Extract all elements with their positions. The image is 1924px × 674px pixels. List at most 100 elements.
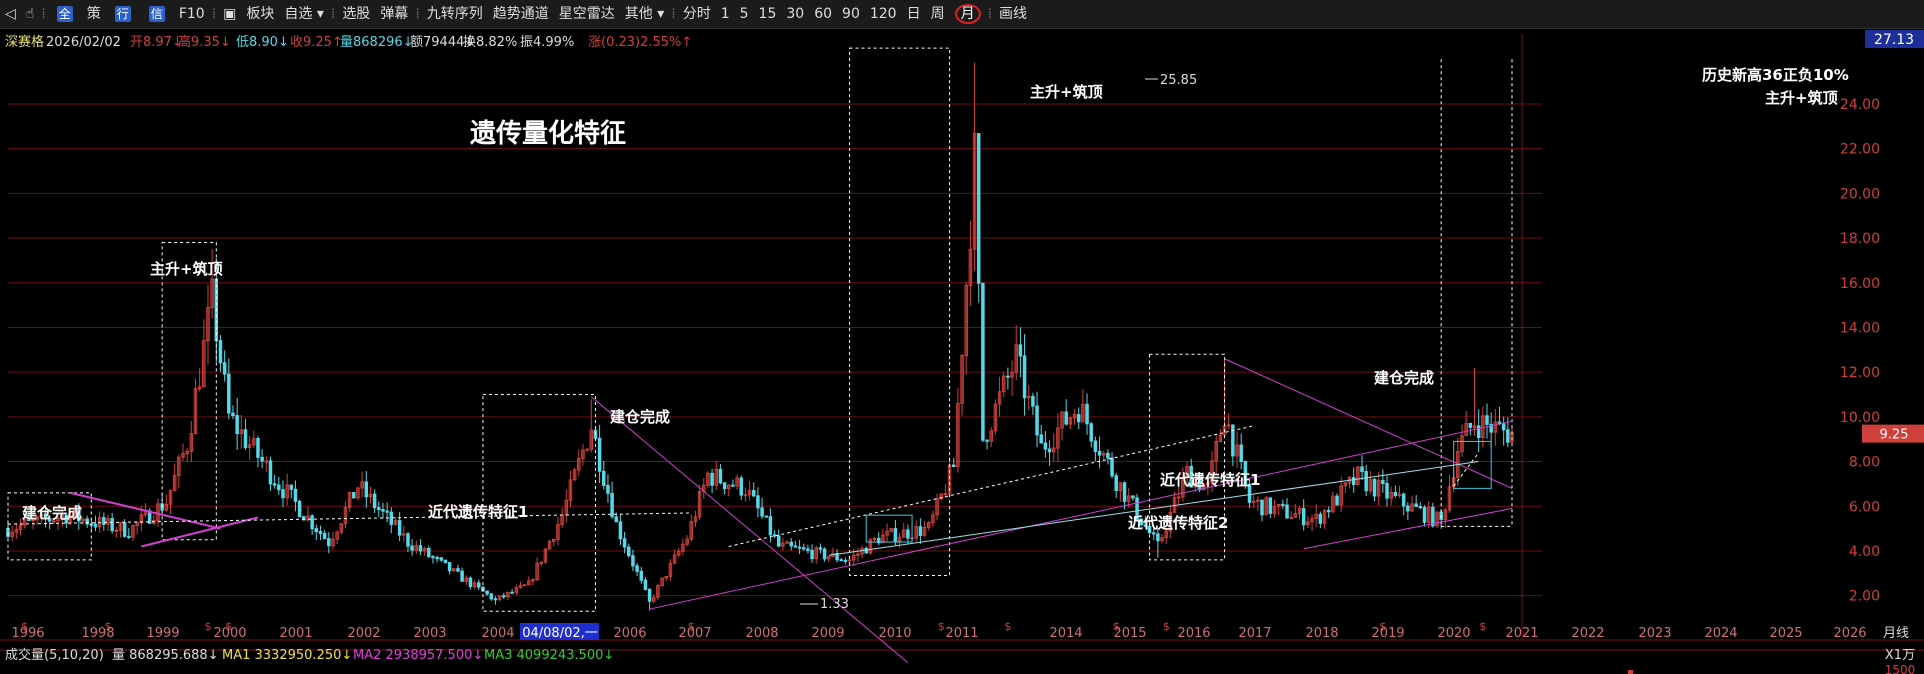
candle-body <box>639 570 644 581</box>
candle-body <box>468 577 473 587</box>
candle-body <box>1185 465 1189 479</box>
candle-body <box>764 515 768 518</box>
toolbar-item-13[interactable]: 趋势通道 <box>492 6 549 22</box>
candle-body <box>931 514 935 524</box>
candle-body <box>43 513 48 520</box>
annotation-label: 建仓完成 <box>22 504 82 522</box>
pink-trend-1b <box>141 516 259 548</box>
toolbar-item-21[interactable]: 60 <box>814 6 833 22</box>
toolbar-item-16[interactable]: 分时 <box>682 6 711 22</box>
candle-body <box>1206 482 1210 486</box>
candle-body <box>52 520 56 523</box>
toolbar-item-0[interactable]: ◁ <box>5 6 16 22</box>
candle-body <box>897 536 902 542</box>
candle-body <box>806 548 810 551</box>
toolbar-item-1[interactable]: ☝ <box>25 6 35 22</box>
candle-body <box>10 531 14 537</box>
candle-body <box>689 521 694 540</box>
toolbar-item-3[interactable]: 策 <box>86 6 101 22</box>
candle-body <box>985 439 989 442</box>
toolbar-item-11[interactable]: 弹幕 <box>380 6 409 22</box>
candle-body <box>818 547 823 550</box>
candle-body <box>1356 466 1360 485</box>
candle-body <box>260 456 264 462</box>
candle-body <box>306 515 310 521</box>
signal-marker: $ <box>21 620 28 633</box>
header-field: 2026/02/02 <box>46 35 121 50</box>
candle-body <box>331 538 335 547</box>
candle-body <box>1372 478 1377 497</box>
candle-body <box>156 503 160 521</box>
toolbar-item-6[interactable]: F10 <box>178 6 205 22</box>
candle-body <box>72 509 77 517</box>
header-field: 涨(0.23)2.55%↑ <box>588 35 692 50</box>
candle-body <box>1135 497 1139 520</box>
candle-body <box>718 468 723 484</box>
toolbar-item-10[interactable]: 选股 <box>342 6 371 22</box>
toolbar-item-23[interactable]: 120 <box>869 6 897 22</box>
y-tick-label: 10.00 <box>1840 410 1880 426</box>
candle-body <box>1064 411 1068 425</box>
candle-body <box>1406 505 1410 512</box>
toolbar-item-19[interactable]: 15 <box>758 6 777 22</box>
candle-body <box>693 516 698 523</box>
candle-body <box>1389 492 1393 499</box>
toolbar-item-7[interactable]: ▣ <box>223 6 237 22</box>
candle-body <box>385 510 389 513</box>
header-field: 换8.82% <box>463 35 517 50</box>
toolbar-item-5[interactable]: 信 <box>148 6 165 22</box>
toolbar-item-14[interactable]: 星空雷达 <box>558 6 615 22</box>
toolbar-item-22[interactable]: 90 <box>842 6 860 22</box>
candle-body <box>164 503 169 511</box>
toolbar-item-8[interactable]: 板块 <box>246 6 275 22</box>
candle-body <box>477 582 481 588</box>
candle-body <box>452 568 456 572</box>
toolbar-item-27[interactable]: 画线 <box>999 6 1028 22</box>
toolbar-item-24[interactable]: 日 <box>906 6 921 22</box>
toolbar-item-25[interactable]: 周 <box>930 6 945 22</box>
candle-body <box>1318 513 1323 524</box>
toolbar-item-4[interactable]: 行 <box>114 6 131 22</box>
toolbar-item-17[interactable]: 1 <box>720 6 730 22</box>
candle-body <box>906 529 910 539</box>
x-tick-label: 2023 <box>1638 626 1671 641</box>
candle-body <box>1376 479 1381 497</box>
toolbar-item-18[interactable]: 5 <box>739 6 749 22</box>
toolbar-item-15[interactable]: 其他 ▾ <box>624 6 665 22</box>
toolbar-item-20[interactable]: 30 <box>786 6 805 22</box>
candle-body <box>235 415 239 435</box>
x-tick-label: 2018 <box>1305 626 1338 641</box>
toolbar-item-12[interactable]: 九转序列 <box>426 6 483 22</box>
candle-body <box>422 548 427 552</box>
candle-body <box>1310 517 1314 523</box>
candle-body <box>1214 440 1218 462</box>
candle-body <box>1093 440 1098 452</box>
candle-body <box>1285 504 1289 519</box>
candle-body <box>472 582 477 587</box>
current-price-label: 9.25 <box>1880 428 1909 443</box>
volume-legend-item: MA1 3332950.250↓ <box>222 648 352 663</box>
toolbar-item-26[interactable]: 月 <box>950 0 986 28</box>
candle-body <box>1272 505 1277 514</box>
candle-body <box>1164 530 1168 539</box>
candle-body <box>976 133 981 284</box>
candle-body <box>1006 375 1010 378</box>
candle-body <box>172 474 177 491</box>
candle-body <box>81 518 85 522</box>
x-tick-label: 2007 <box>678 626 711 641</box>
toolbar-item-9[interactable]: 自选 ▾ <box>284 6 324 22</box>
candle-body <box>327 538 331 547</box>
candle-body <box>1089 423 1093 442</box>
candle-body <box>364 481 369 498</box>
y-tick-label: 4.00 <box>1849 544 1880 560</box>
y-tick-label: 20.00 <box>1840 186 1880 202</box>
candle-body <box>1431 506 1435 527</box>
toolbar-item-2[interactable]: 全 <box>56 6 73 22</box>
candle-body <box>431 556 435 559</box>
box-build-3 <box>1149 353 1226 561</box>
signal-marker: $ <box>688 620 695 633</box>
candle-body <box>402 533 406 536</box>
y-tick-label: 22.00 <box>1840 142 1880 158</box>
candle-body <box>1360 466 1364 473</box>
